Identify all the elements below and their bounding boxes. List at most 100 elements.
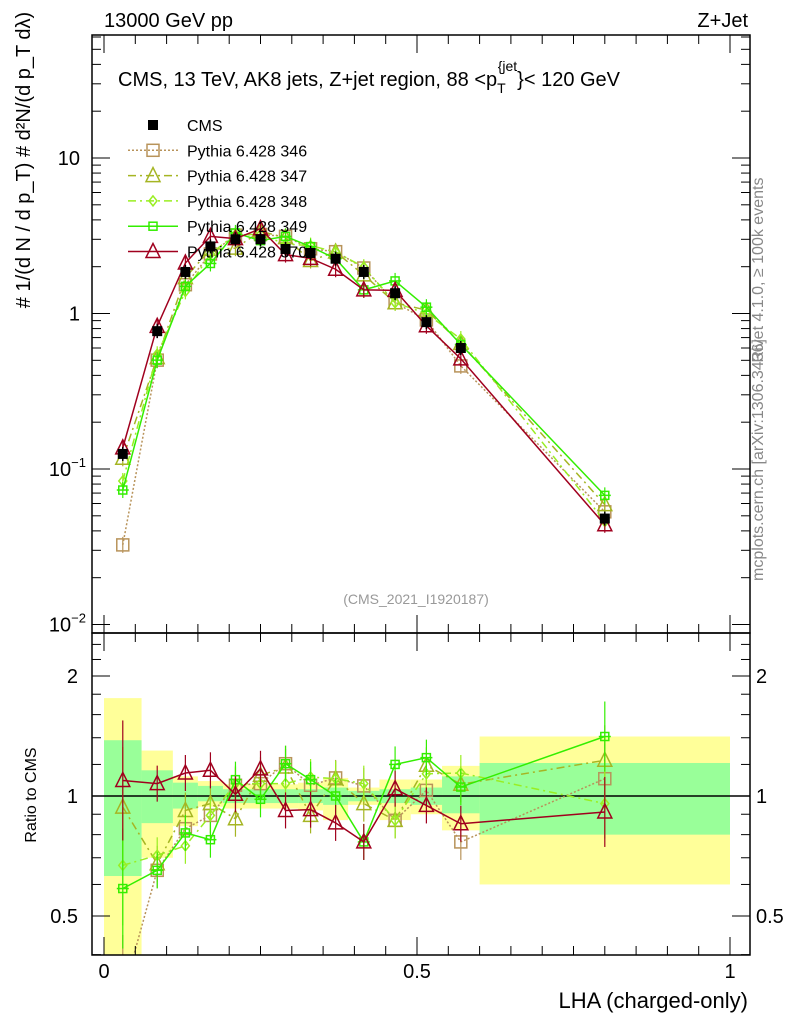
ratio-point: [277, 800, 294, 818]
y-tick-label: 10−2: [49, 611, 86, 637]
ratio-point: [252, 759, 269, 776]
y-axis-label-ratio: Ratio to CMS: [23, 747, 40, 842]
cms-data-point: [180, 266, 191, 277]
ratio-point: [596, 802, 614, 819]
legend-label: Pythia 6.428 346: [187, 143, 307, 160]
y-tick-base: 10: [49, 615, 71, 637]
ratio-point: [355, 793, 373, 811]
x-tick-label: 1: [724, 961, 735, 983]
series-line-main: [122, 233, 606, 522]
series-line-main: [122, 230, 606, 506]
ratio-y-tick-label: 1: [67, 786, 78, 808]
ratio-y-tick-label: 0.5: [50, 906, 78, 928]
cms-data-point: [255, 234, 266, 245]
ratio-point: [205, 809, 216, 822]
data-point: [596, 515, 614, 532]
data-point: [452, 349, 470, 366]
cms-data-point: [455, 342, 466, 353]
title-sup: {jet: [498, 58, 518, 74]
mcplots-label: mcplots.cern.ch [arXiv:1306.3436]: [750, 339, 767, 581]
data-point: [327, 259, 344, 276]
cms-data-point: [152, 326, 163, 337]
legend-label: Pythia 6.428 347: [187, 169, 307, 186]
cms-data-point: [599, 513, 610, 524]
ratio-point: [227, 784, 244, 802]
analysis-id: (CMS_2021_I1920187): [343, 591, 489, 607]
ratio-y-tick-label-right: 0.5: [756, 906, 784, 928]
ratio-point: [390, 814, 401, 827]
ratio-point: [421, 767, 432, 780]
ratio-point: [177, 763, 194, 780]
series-line-ratio: [122, 772, 605, 867]
plot-title: CMS, 13 TeV, AK8 jets, Z+jet region, 88 …: [118, 58, 621, 96]
series-line-main: [122, 227, 606, 526]
y-axis-label-main: # 1/(d N / d p_T) # d²N/(d p_T dλ): [13, 12, 35, 308]
legend-label: Pythia 6.428 348: [187, 194, 307, 211]
ratio-y-tick-label: 2: [67, 666, 78, 688]
x-tick-label: 0: [98, 961, 109, 983]
ratio-point: [227, 809, 244, 826]
header-right: Z+Jet: [697, 10, 748, 32]
ratio-point: [148, 773, 166, 791]
x-tick-label: 0.5: [403, 961, 431, 983]
legend-label: CMS: [187, 118, 223, 135]
ratio-point: [358, 777, 369, 790]
legend-marker: [144, 165, 162, 183]
data-point: [596, 494, 614, 512]
cms-data-point: [230, 234, 241, 245]
cms-data-point: [421, 317, 432, 328]
y-tick-label: 1: [69, 304, 80, 326]
title-main: CMS, 13 TeV, AK8 jets, Z+jet region, 88 …: [118, 69, 497, 91]
legend-label: Pythia 6.428 349: [187, 219, 307, 236]
ratio-y-tick-label-right: 2: [756, 666, 767, 688]
cms-data-point: [330, 253, 341, 264]
ratio-point: [117, 989, 129, 1001]
ratio-point: [202, 760, 219, 778]
cms-data-point: [305, 247, 316, 258]
series-ratio-group: [114, 720, 614, 860]
ratio-point: [386, 779, 404, 796]
ratio-point: [418, 795, 435, 813]
legend: CMS Pythia 6.428 346 Pythia 6.428 347 Pythi…: [128, 118, 307, 262]
cms-data-point: [117, 448, 128, 459]
legend-label: Pythia 6.428 370: [187, 245, 307, 262]
cms-data-point: [280, 243, 291, 254]
ratio-point: [327, 813, 344, 830]
title-end: }< 120 GeV: [517, 69, 621, 91]
rivet-label: Rivet 4.1.0, ≥ 100k events: [750, 178, 767, 363]
ratio-point: [114, 770, 131, 788]
legend-marker: [144, 241, 162, 259]
series-346: [116, 226, 612, 1001]
data-point: [227, 238, 244, 255]
legend-marker-cms: [148, 120, 158, 130]
x-axis-label: LHA (charged-only): [558, 988, 748, 1013]
ratio-point: [280, 777, 291, 790]
header-left: 13000 GeV pp: [104, 10, 233, 32]
ratio-frame: [91, 632, 751, 956]
cms-data-point: [205, 241, 216, 252]
ratio-point: [302, 800, 319, 817]
ratio-point: [355, 832, 373, 849]
data-point: [390, 296, 401, 309]
title-sub: T: [497, 80, 506, 96]
cms-data-point: [390, 288, 401, 299]
data-point: [355, 280, 373, 297]
legend-marker: [148, 194, 158, 208]
y-tick-exponent: −2: [71, 611, 86, 626]
ratio-point: [452, 814, 470, 831]
ratio-y-tick-label-right: 1: [756, 786, 767, 808]
y-tick-label: 10−1: [49, 455, 86, 481]
y-tick-base: 10: [49, 459, 71, 481]
series-CMS: [117, 232, 610, 526]
data-point: [116, 538, 130, 552]
y-tick-exponent: −1: [71, 455, 86, 470]
series-line-ratio: [133, 762, 606, 955]
y-tick-label: 10: [58, 148, 80, 170]
legend-marker: [146, 143, 160, 158]
chart-marks: [114, 219, 614, 1001]
cms-data-point: [358, 266, 369, 277]
y-tick-base: 10: [58, 148, 80, 170]
y-tick-base: 1: [69, 304, 80, 326]
